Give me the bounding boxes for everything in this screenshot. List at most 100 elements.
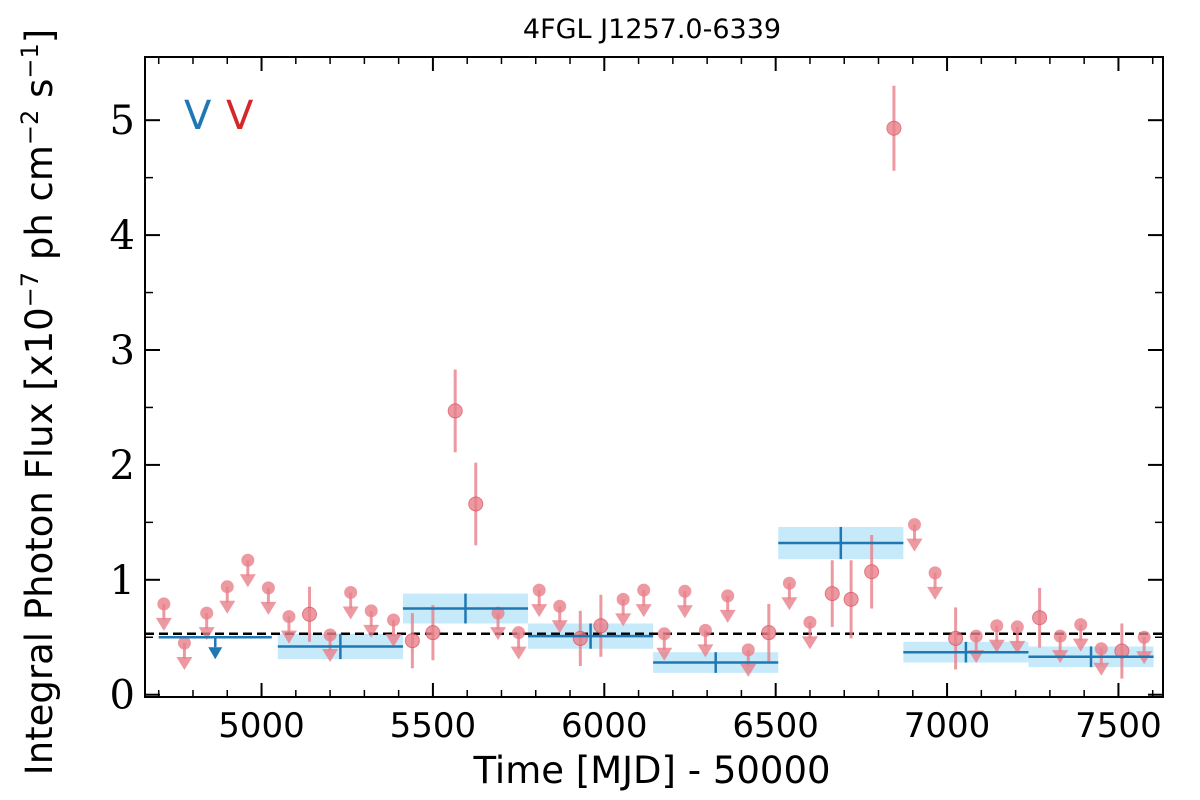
short-bin-upper-limit-point bbox=[177, 636, 191, 650]
short-bin-upper-limit-arrow bbox=[906, 538, 923, 552]
short-bin-upper-limit-arrow bbox=[322, 648, 339, 662]
short-bin-upper-limit-point bbox=[698, 623, 712, 637]
y-tick-label: 1 bbox=[110, 558, 135, 604]
short-bin-upper-limit-point bbox=[512, 626, 526, 640]
short-bin-point bbox=[404, 633, 420, 649]
short-bin-upper-limit-point bbox=[657, 627, 671, 641]
short-bin-point bbox=[864, 564, 880, 580]
short-bin-upper-limit-point bbox=[220, 580, 234, 594]
short-bin-point bbox=[948, 630, 964, 646]
short-bin-upper-limit-point bbox=[241, 553, 255, 567]
y-tick-label: 2 bbox=[110, 443, 135, 489]
short-bin-upper-limit-arrow bbox=[988, 639, 1005, 653]
short-bin-upper-limit-point bbox=[344, 585, 358, 599]
chart-title: 4FGL J1257.0-6339 bbox=[523, 14, 781, 45]
short-bin-point bbox=[843, 591, 859, 607]
short-bin-upper-limit-point bbox=[364, 604, 378, 618]
short-bin-upper-limit-point bbox=[1074, 618, 1088, 632]
short-bin-upper-limit-arrow bbox=[239, 574, 256, 588]
short-bin-upper-limit-point bbox=[990, 619, 1004, 633]
short-bin-upper-limit-arrow bbox=[280, 630, 297, 644]
short-bin-upper-limit-point bbox=[678, 584, 692, 598]
x-tick-label: 6000 bbox=[561, 706, 648, 746]
short-bin-upper-limit-point bbox=[928, 566, 942, 580]
long-bin-series bbox=[158, 526, 1154, 673]
short-bin-upper-limit-arrow bbox=[1093, 662, 1110, 676]
x-tick-label: 7500 bbox=[1075, 706, 1162, 746]
short-bin-upper-limit-arrow bbox=[927, 586, 944, 600]
y-tick-label: 5 bbox=[110, 98, 135, 144]
short-bin-upper-limit-point bbox=[969, 629, 983, 643]
short-bin-upper-limit-arrow bbox=[719, 609, 736, 623]
y-axis-label: Integral Photon Flux [x10−7 ph cm−2 s−1] bbox=[16, 29, 61, 775]
short-bin-upper-limit-point bbox=[282, 610, 296, 624]
short-bin-upper-limit-arrow bbox=[635, 604, 652, 618]
short-bin-upper-limit-point bbox=[616, 592, 630, 606]
short-bin-point bbox=[593, 618, 609, 634]
short-bin-upper-limit-point bbox=[261, 581, 275, 595]
short-bin-upper-limit-arrow bbox=[740, 663, 757, 677]
short-bin-upper-limit-arrow bbox=[155, 617, 172, 631]
short-bin-upper-limit-point bbox=[553, 599, 567, 613]
x-tick-label: 6500 bbox=[732, 706, 819, 746]
short-bin-upper-limit-arrow bbox=[551, 620, 568, 634]
short-bin-upper-limit-arrow bbox=[219, 600, 236, 614]
x-axis-label: Time [MJD] - 50000 bbox=[472, 749, 830, 792]
short-bin-point bbox=[425, 625, 441, 641]
short-bin-upper-limit-point bbox=[637, 583, 651, 597]
short-bin-upper-limit-point bbox=[907, 518, 921, 532]
short-bin-point bbox=[468, 496, 484, 512]
short-bin-upper-limit-arrow bbox=[697, 644, 714, 658]
short-bin-upper-limit-point bbox=[803, 615, 817, 629]
short-bin-upper-limit-arrow bbox=[490, 627, 507, 641]
legend-entry-short-bin: V bbox=[226, 93, 254, 139]
x-tick-label: 5500 bbox=[390, 706, 477, 746]
short-bin-upper-limit-point bbox=[1137, 630, 1151, 644]
x-tick-label: 5000 bbox=[218, 706, 305, 746]
short-bin-point bbox=[302, 606, 318, 622]
short-bin-upper-limit-arrow bbox=[385, 634, 402, 648]
short-bin-upper-limit-point bbox=[1010, 620, 1024, 634]
short-bin-upper-limit-point bbox=[387, 613, 401, 627]
short-bin-upper-limit-arrow bbox=[781, 597, 798, 611]
x-tick-label: 7000 bbox=[904, 706, 991, 746]
short-bin-upper-limit-arrow bbox=[198, 627, 215, 641]
short-bin-series bbox=[155, 85, 1153, 679]
short-bin-upper-limit-arrow bbox=[176, 656, 193, 670]
short-bin-upper-limit-point bbox=[532, 583, 546, 597]
y-tick-label: 4 bbox=[110, 213, 135, 259]
long-bin-upper-limit-arrow bbox=[208, 647, 223, 660]
short-bin-upper-limit-arrow bbox=[531, 604, 548, 618]
short-bin-upper-limit-point bbox=[1053, 629, 1067, 643]
short-bin-point bbox=[447, 403, 463, 419]
y-tick-label: 3 bbox=[110, 328, 135, 374]
short-bin-upper-limit-arrow bbox=[676, 605, 693, 619]
short-bin-upper-limit-arrow bbox=[615, 613, 632, 627]
legend-entry-long-bin: V bbox=[184, 93, 212, 139]
short-bin-upper-limit-point bbox=[721, 589, 735, 603]
short-bin-point bbox=[1114, 643, 1130, 659]
short-bin-upper-limit-arrow bbox=[363, 624, 380, 638]
short-bin-upper-limit-point bbox=[200, 606, 214, 620]
short-bin-upper-limit-point bbox=[782, 576, 796, 590]
short-bin-upper-limit-arrow bbox=[510, 646, 527, 660]
short-bin-upper-limit-arrow bbox=[342, 606, 359, 620]
short-bin-upper-limit-arrow bbox=[656, 647, 673, 661]
short-bin-point bbox=[824, 586, 840, 602]
short-bin-point bbox=[886, 120, 902, 136]
short-bin-upper-limit-point bbox=[1094, 642, 1108, 656]
short-bin-upper-limit-point bbox=[323, 628, 337, 642]
plot-frame bbox=[144, 56, 1164, 698]
short-bin-upper-limit-point bbox=[157, 597, 171, 611]
short-bin-point bbox=[1032, 610, 1048, 626]
axis-ticks: 5000 5500 6000 6500 7000 7500 0 1 2 3 4 5 bbox=[110, 57, 1163, 746]
short-bin-upper-limit-point bbox=[741, 643, 755, 657]
short-bin-upper-limit-arrow bbox=[1009, 640, 1026, 654]
short-bin-upper-limit-arrow bbox=[801, 636, 818, 650]
short-bin-point bbox=[761, 625, 777, 641]
short-bin-upper-limit-arrow bbox=[260, 601, 277, 615]
short-bin-upper-limit-arrow bbox=[1072, 638, 1089, 652]
short-bin-upper-limit-point bbox=[491, 606, 505, 620]
y-tick-label: 0 bbox=[110, 673, 135, 719]
